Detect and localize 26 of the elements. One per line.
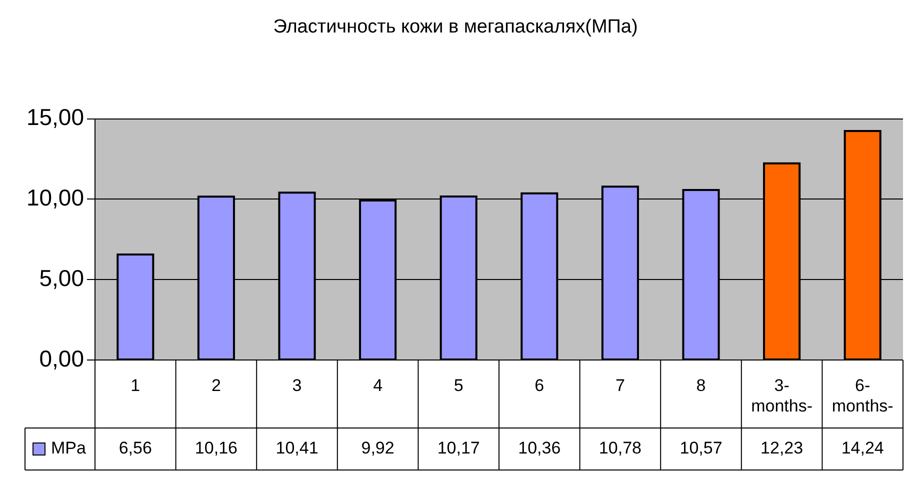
data-label: 10,36	[518, 438, 561, 458]
chart-title: Эластичность кожи в мегапаскалях(МПа)	[273, 16, 638, 38]
data-label: 10,57	[680, 438, 722, 458]
x-tick-label: 6	[534, 376, 544, 395]
data-label: 9,92	[361, 438, 394, 458]
x-tick-label: 5	[454, 376, 464, 395]
x-tick-label: 4	[373, 376, 383, 395]
x-tick-label: 7	[615, 376, 625, 395]
x-tick-label: 6-months-	[832, 376, 894, 416]
data-label: 6,56	[118, 438, 152, 458]
data-label: 12,23	[760, 438, 804, 458]
data-label: 10,78	[598, 438, 642, 458]
y-tick-label: 5,00	[39, 264, 84, 291]
y-tick-label: 10,00	[26, 184, 84, 211]
legend-label: MPa	[51, 438, 86, 458]
data-label: 10,17	[437, 438, 480, 458]
y-tick-label: 0,00	[39, 345, 84, 372]
data-label: 10,41	[276, 438, 318, 458]
data-label: 10,16	[194, 438, 238, 458]
data-label: 14,24	[841, 438, 884, 458]
y-tick-label: 15,00	[26, 104, 84, 130]
x-tick-label: 2	[211, 376, 221, 395]
x-tick-label: 8	[696, 376, 706, 395]
x-tick-label: 3	[292, 376, 302, 395]
x-tick-label: 1	[130, 376, 140, 395]
x-tick-label: 3-months-	[751, 376, 813, 416]
